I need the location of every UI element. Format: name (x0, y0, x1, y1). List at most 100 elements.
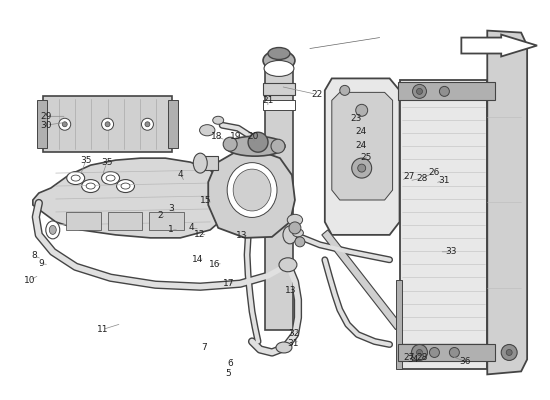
Ellipse shape (200, 125, 215, 136)
Bar (398, 344, 495, 362)
Text: 4: 4 (189, 224, 195, 232)
Ellipse shape (71, 175, 80, 181)
Ellipse shape (225, 181, 239, 203)
Text: 19: 19 (230, 132, 241, 141)
Polygon shape (395, 280, 402, 370)
Circle shape (295, 237, 305, 247)
Circle shape (449, 348, 459, 358)
Ellipse shape (121, 183, 130, 189)
Polygon shape (322, 230, 402, 330)
Polygon shape (325, 78, 399, 235)
Text: 33: 33 (446, 247, 457, 256)
Text: 28: 28 (416, 353, 427, 362)
Text: 29: 29 (41, 112, 52, 121)
Bar (263, 100, 295, 110)
Ellipse shape (117, 180, 135, 192)
Ellipse shape (263, 50, 295, 70)
Circle shape (59, 118, 71, 130)
Text: 12: 12 (194, 230, 206, 239)
Text: 17: 17 (223, 279, 234, 288)
Ellipse shape (283, 226, 297, 244)
Text: 4: 4 (178, 170, 184, 178)
Polygon shape (33, 158, 228, 238)
Ellipse shape (264, 60, 294, 76)
Text: 31: 31 (438, 176, 449, 184)
Circle shape (145, 122, 150, 127)
Polygon shape (208, 150, 295, 238)
Bar (200, 156, 218, 170)
Text: 11: 11 (97, 325, 108, 334)
Circle shape (411, 344, 427, 360)
Text: 35: 35 (80, 156, 92, 165)
Bar (108, 212, 142, 230)
Text: 13: 13 (236, 231, 248, 240)
Bar (399, 80, 487, 370)
Bar (37, 100, 47, 148)
Text: 23: 23 (350, 114, 361, 123)
Text: 30: 30 (41, 120, 52, 130)
Circle shape (289, 222, 301, 234)
Text: 10: 10 (24, 276, 35, 285)
Circle shape (248, 132, 268, 152)
Circle shape (223, 137, 237, 151)
Text: 34: 34 (408, 355, 419, 364)
Ellipse shape (46, 221, 60, 239)
Bar (265, 66, 293, 330)
Polygon shape (487, 30, 527, 374)
Bar (263, 84, 295, 95)
Circle shape (358, 164, 366, 172)
Circle shape (271, 139, 285, 153)
Text: 32: 32 (289, 329, 300, 338)
Circle shape (506, 350, 512, 356)
Ellipse shape (106, 175, 115, 181)
Bar (150, 212, 184, 230)
Polygon shape (461, 34, 537, 56)
Ellipse shape (279, 258, 297, 272)
Bar (66, 212, 101, 230)
Text: 7: 7 (201, 343, 207, 352)
Circle shape (430, 348, 439, 358)
Circle shape (416, 88, 422, 94)
Circle shape (62, 122, 67, 127)
Text: 35: 35 (101, 158, 113, 168)
Circle shape (141, 118, 153, 130)
Ellipse shape (268, 48, 290, 60)
Text: 31: 31 (287, 339, 299, 348)
Circle shape (340, 85, 350, 95)
Text: 9: 9 (38, 259, 44, 268)
Bar (398, 82, 495, 100)
Circle shape (105, 122, 110, 127)
Circle shape (356, 104, 368, 116)
Text: 5: 5 (226, 369, 232, 378)
Ellipse shape (225, 136, 285, 156)
Ellipse shape (293, 229, 304, 237)
Text: 21: 21 (262, 96, 273, 105)
Text: 28: 28 (416, 174, 427, 182)
Circle shape (416, 350, 422, 356)
Circle shape (352, 158, 372, 178)
Text: 14: 14 (191, 255, 203, 264)
Ellipse shape (67, 172, 85, 184)
Text: 18: 18 (211, 132, 222, 141)
Text: 25: 25 (361, 153, 372, 162)
Circle shape (439, 86, 449, 96)
Text: 16: 16 (209, 260, 221, 269)
Bar (168, 100, 178, 148)
Bar (43, 96, 172, 152)
Circle shape (412, 84, 426, 98)
Text: 22: 22 (311, 90, 322, 99)
Text: 24: 24 (355, 127, 367, 136)
Ellipse shape (102, 172, 119, 184)
Ellipse shape (81, 180, 100, 192)
Ellipse shape (50, 226, 56, 234)
Text: 24: 24 (355, 141, 367, 150)
Text: 1: 1 (168, 225, 174, 234)
Text: 6: 6 (227, 359, 233, 368)
Polygon shape (332, 92, 393, 200)
Text: 3: 3 (168, 204, 174, 213)
Text: 36: 36 (459, 357, 471, 366)
Text: 20: 20 (248, 132, 258, 141)
Ellipse shape (86, 183, 95, 189)
Ellipse shape (227, 163, 277, 218)
Text: 2: 2 (157, 212, 163, 220)
